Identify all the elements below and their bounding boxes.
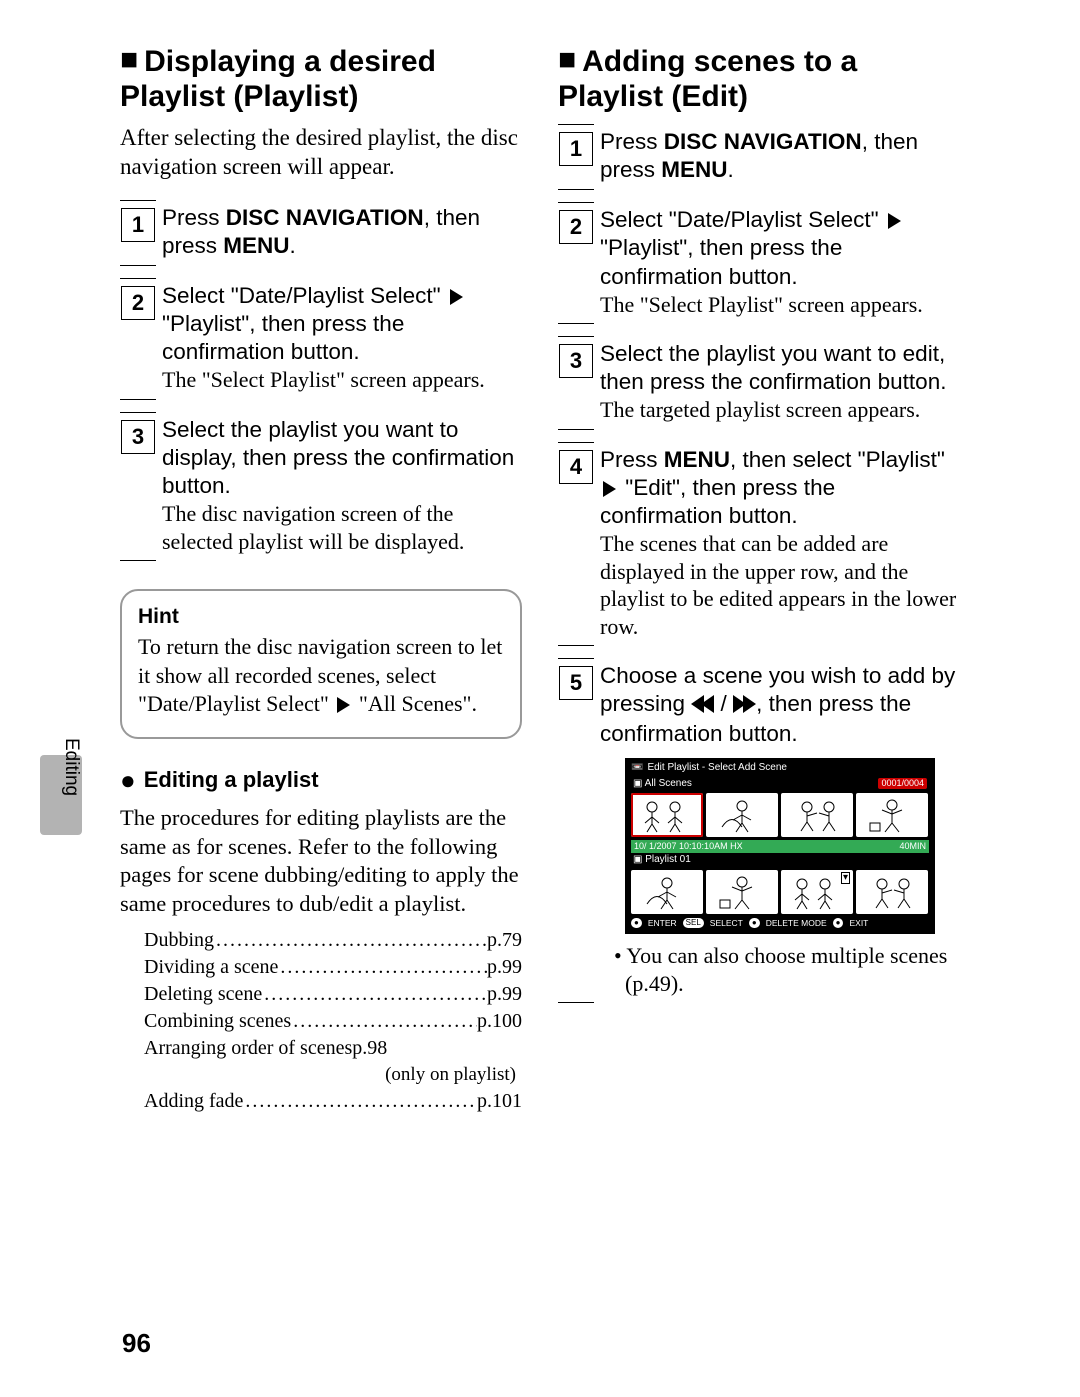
page-number: 96 — [122, 1328, 151, 1359]
step-number: 2 — [121, 286, 155, 320]
step: 3Select the playlist you want to edit, t… — [558, 336, 960, 430]
ref-row: Adding fadep.101 — [144, 1088, 522, 1115]
step-number: 3 — [559, 344, 593, 378]
step-number: 1 — [121, 208, 155, 242]
step-body: Select "Date/Playlist Select" "Playlist"… — [594, 202, 960, 324]
step: 1Press DISC NAVIGATION, then press MENU. — [558, 124, 960, 190]
ref-row: Dubbingp.79 — [144, 927, 522, 954]
rewind-icon — [691, 692, 714, 720]
step-body: Press DISC NAVIGATION, then press MENU. — [156, 200, 522, 266]
ref-row: Dividing a scenep.99 — [144, 954, 522, 981]
step-number: 1 — [559, 132, 593, 166]
hint-body: To return the disc navigation screen to … — [138, 633, 504, 719]
step-number: 2 — [559, 210, 593, 244]
step-body: Choose a scene you wish to add by pressi… — [594, 658, 960, 1003]
triangle-icon — [337, 697, 350, 713]
right-heading: ■Adding scenes to a Playlist (Edit) — [558, 45, 960, 114]
step: 4Press MENU, then select "Playlist" "Edi… — [558, 442, 960, 646]
step-body: Select the playlist you want to display,… — [156, 412, 522, 561]
ref-row: Deleting scenep.99 — [144, 981, 522, 1008]
left-heading-text: Displaying a desired Playlist (Playlist) — [120, 45, 436, 113]
hint-title: Hint — [138, 605, 504, 629]
lcd-screenshot: 📼Edit Playlist - Select Add Scene▣ All S… — [625, 758, 935, 934]
step-body: Press MENU, then select "Playlist" "Edit… — [594, 442, 960, 646]
triangle-icon — [603, 481, 616, 497]
ref-note: (only on playlist) — [144, 1062, 522, 1088]
hint-text-b: "All Scenes". — [353, 691, 477, 716]
step-body: Select "Date/Playlist Select" "Playlist"… — [156, 278, 522, 400]
sub-heading-text: Editing a playlist — [144, 767, 319, 792]
ref-row: Arranging order of scenes p.98 — [144, 1035, 522, 1062]
step: 1Press DISC NAVIGATION, then press MENU. — [120, 200, 522, 266]
step-number: 3 — [121, 420, 155, 454]
left-column: ■Displaying a desired Playlist (Playlist… — [120, 45, 522, 1115]
step-note: • You can also choose multiple scenes (p… — [614, 942, 960, 997]
step-number: 5 — [559, 666, 593, 700]
ref-row: Combining scenesp.100 — [144, 1008, 522, 1035]
step-number: 4 — [559, 450, 593, 484]
page-content: ■Displaying a desired Playlist (Playlist… — [120, 45, 960, 1115]
left-heading: ■Displaying a desired Playlist (Playlist… — [120, 45, 522, 114]
right-column: ■Adding scenes to a Playlist (Edit) 1Pre… — [558, 45, 960, 1115]
left-intro: After selecting the desired playlist, th… — [120, 124, 522, 182]
step: 2Select "Date/Playlist Select" "Playlist… — [120, 278, 522, 400]
right-steps: 1Press DISC NAVIGATION, then press MENU.… — [558, 124, 960, 1003]
step-body: Press DISC NAVIGATION, then press MENU. — [594, 124, 960, 190]
sub-body: The procedures for editing playlists are… — [120, 804, 522, 919]
step: 5Choose a scene you wish to add by press… — [558, 658, 960, 1003]
triangle-icon — [888, 213, 901, 229]
hint-box: Hint To return the disc navigation scree… — [120, 589, 522, 739]
reference-list: Dubbingp.79Dividing a scenep.99Deleting … — [144, 927, 522, 1115]
right-heading-text: Adding scenes to a Playlist (Edit) — [558, 45, 857, 113]
step: 2Select "Date/Playlist Select" "Playlist… — [558, 202, 960, 324]
triangle-icon — [450, 289, 463, 305]
step-body: Select the playlist you want to edit, th… — [594, 336, 960, 430]
sub-heading: ●Editing a playlist — [120, 765, 522, 796]
side-section-label: Editing — [60, 738, 82, 796]
step: 3Select the playlist you want to display… — [120, 412, 522, 561]
left-steps: 1Press DISC NAVIGATION, then press MENU.… — [120, 200, 522, 562]
fastforward-icon — [733, 692, 756, 720]
